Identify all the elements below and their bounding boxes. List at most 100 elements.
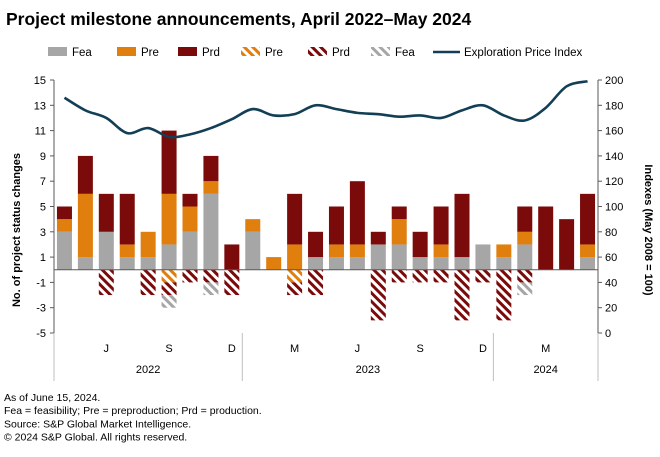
bar-fea bbox=[433, 257, 449, 270]
bar-fea bbox=[328, 257, 344, 270]
bar-pre-hatched bbox=[161, 269, 177, 283]
bar-pre bbox=[77, 193, 93, 258]
bar-pre bbox=[349, 244, 365, 258]
footnote-line: Source: S&P Global Market Intelligence. bbox=[4, 418, 191, 430]
x-year-label: 2024 bbox=[533, 364, 557, 376]
bar-prd-hatched bbox=[140, 269, 156, 296]
bar-prd bbox=[580, 193, 596, 245]
bar-prd bbox=[56, 206, 72, 220]
bar-fea bbox=[517, 244, 533, 270]
bar-fea-hatched bbox=[203, 282, 219, 296]
bar-prd-hatched bbox=[98, 269, 114, 296]
bar-prd-hatched bbox=[475, 269, 491, 283]
bar-fea bbox=[119, 257, 135, 270]
y2-tick-label: 180 bbox=[605, 100, 623, 112]
bar-pre bbox=[266, 257, 282, 270]
legend-label: Fea bbox=[72, 47, 92, 59]
bar-prd bbox=[517, 206, 533, 232]
y2-tick-label: 20 bbox=[605, 303, 617, 315]
y2-tick-label: 160 bbox=[605, 126, 623, 138]
y2-tick-label: 100 bbox=[605, 202, 623, 214]
x-month-label: S bbox=[165, 343, 172, 355]
y2-tick-label: 40 bbox=[605, 277, 617, 289]
bar-prd bbox=[182, 193, 198, 207]
bar-prd-hatched bbox=[287, 282, 303, 296]
legend-swatch-pre bbox=[117, 47, 136, 56]
bar-prd bbox=[349, 181, 365, 245]
bar-fea bbox=[98, 231, 114, 270]
footnote-line: As of June 15, 2024. bbox=[4, 392, 100, 404]
bar-prd bbox=[161, 130, 177, 194]
bar-fea bbox=[496, 257, 512, 270]
legend-swatch-fea bbox=[48, 47, 67, 56]
bar-pre bbox=[580, 244, 596, 258]
y2-axis-label: Indexes (May 2008 = 100) bbox=[642, 164, 654, 295]
x-month-label: M bbox=[290, 343, 299, 355]
legend-label: Exploration Price Index bbox=[464, 47, 583, 59]
y-tick-label: 7 bbox=[40, 176, 46, 188]
bar-pre bbox=[391, 219, 407, 245]
y-axis-label: No. of project status changes bbox=[11, 153, 23, 307]
footnotes: As of June 15, 2024.Fea = feasibility; P… bbox=[4, 392, 262, 444]
bar-pre bbox=[496, 244, 512, 258]
footnote-line: © 2024 S&P Global. All rights reserved. bbox=[4, 432, 187, 444]
bar-prd-hatched bbox=[182, 269, 198, 283]
bar-prd-hatched bbox=[370, 269, 386, 321]
bar-fea bbox=[308, 257, 324, 270]
legend-label: Fea bbox=[395, 47, 415, 59]
legend-swatch-fea-hatched bbox=[371, 47, 390, 56]
legend-label: Prd bbox=[202, 47, 220, 59]
y2-tick-label: 140 bbox=[605, 151, 623, 163]
x-month-label: M bbox=[541, 343, 550, 355]
bar-pre-hatched bbox=[287, 269, 303, 283]
y2-tick-label: 60 bbox=[605, 252, 617, 264]
bar-fea bbox=[391, 244, 407, 270]
plot-area: 15131197531-1-3-520018016014012010080604… bbox=[34, 75, 623, 381]
bar-fea bbox=[454, 257, 470, 270]
bar-fea bbox=[140, 257, 156, 270]
x-month-label: S bbox=[416, 343, 423, 355]
bar-prd bbox=[391, 206, 407, 220]
bar-pre bbox=[433, 244, 449, 258]
bar-fea bbox=[203, 193, 219, 270]
bar-prd-hatched bbox=[517, 269, 533, 283]
bar-pre bbox=[140, 231, 156, 258]
y-tick-label: 15 bbox=[34, 75, 46, 87]
bar-prd bbox=[538, 206, 554, 270]
bar-fea bbox=[370, 244, 386, 270]
bar-prd-hatched bbox=[433, 269, 449, 283]
y2-tick-label: 200 bbox=[605, 75, 623, 87]
bar-pre bbox=[203, 181, 219, 194]
y-tick-label: -3 bbox=[36, 303, 46, 315]
y-tick-label: -1 bbox=[36, 277, 46, 289]
bar-prd-hatched bbox=[391, 269, 407, 283]
bar-fea bbox=[56, 231, 72, 270]
bar-prd-hatched bbox=[161, 282, 177, 296]
bar-prd bbox=[454, 193, 470, 258]
y2-tick-label: 80 bbox=[605, 227, 617, 239]
x-year-label: 2023 bbox=[356, 364, 380, 376]
bar-fea bbox=[245, 231, 261, 270]
bar-fea bbox=[182, 231, 198, 270]
bar-prd-hatched bbox=[224, 269, 240, 296]
y-tick-label: 1 bbox=[40, 252, 46, 264]
bar-pre bbox=[287, 244, 303, 270]
legend-label: Pre bbox=[141, 47, 159, 59]
footnote-line: Fea = feasibility; Pre = preproduction; … bbox=[4, 405, 262, 417]
legend-label: Prd bbox=[332, 47, 350, 59]
bar-prd-hatched bbox=[496, 269, 512, 321]
bar-prd bbox=[328, 206, 344, 245]
y-tick-label: 13 bbox=[34, 100, 46, 112]
bar-prd-hatched bbox=[412, 269, 428, 283]
chart-title: Project milestone announcements, April 2… bbox=[6, 9, 471, 29]
exploration-price-index-line bbox=[63, 79, 588, 139]
legend-swatch-pre-hatched bbox=[241, 47, 260, 56]
bar-fea-hatched bbox=[517, 282, 533, 296]
bar-pre bbox=[182, 206, 198, 232]
legend-label: Pre bbox=[265, 47, 283, 59]
bar-pre bbox=[517, 231, 533, 245]
bar-prd bbox=[77, 155, 93, 194]
x-month-label: D bbox=[479, 343, 487, 355]
y-tick-label: -5 bbox=[36, 328, 46, 340]
